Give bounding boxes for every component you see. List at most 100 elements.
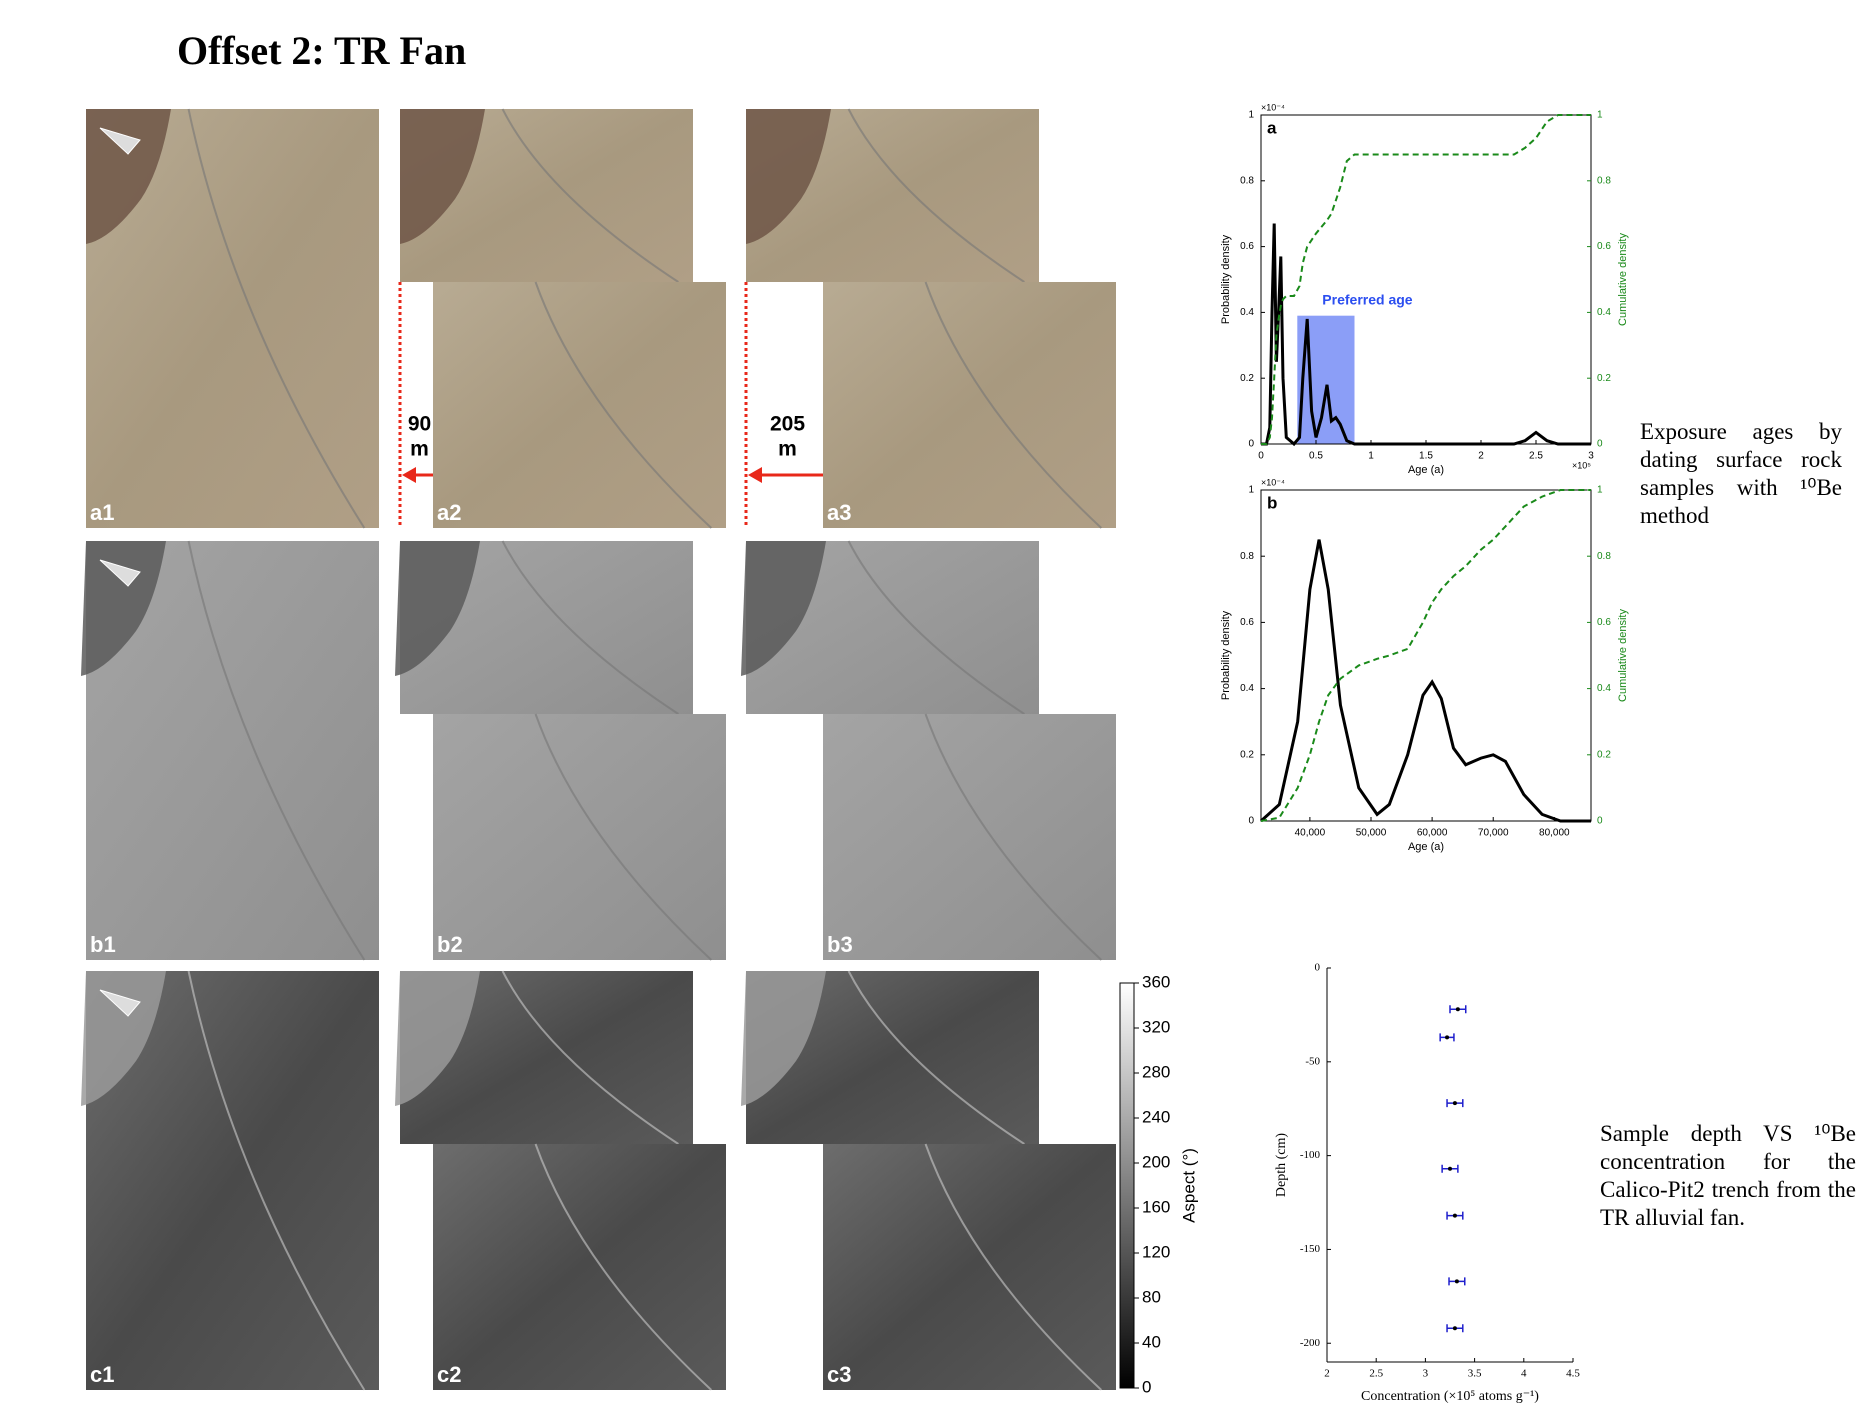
image-panel (433, 714, 726, 960)
x-tick-label: 1 (1368, 451, 1374, 462)
north-arrow (99, 559, 141, 587)
x-tick-label: 2 (1324, 1368, 1330, 1380)
y2-tick-label: 0.6 (1597, 617, 1611, 628)
panel-label: a2 (437, 500, 461, 525)
caption: Exposure ages by dating surface rock sam… (1640, 419, 1842, 528)
panel-label: a3 (827, 500, 851, 525)
arrow-head (402, 467, 416, 483)
y-tick-label: 0.4 (1240, 307, 1254, 318)
region-label: Preferred age (1322, 291, 1412, 307)
y2-tick-label: 0 (1597, 439, 1603, 450)
arrow-head (748, 467, 762, 483)
x-tick-label: 0 (1258, 451, 1264, 462)
panel-label: a1 (90, 500, 114, 525)
x-tick-label: 2.5 (1529, 451, 1543, 462)
tick-label: 360 (1142, 972, 1170, 991)
data-point (1452, 1213, 1457, 1218)
colorbar-label: Aspect (°) (1179, 1148, 1198, 1223)
hill (81, 541, 166, 676)
x-tick-label: 70,000 (1478, 828, 1509, 839)
y-tick-label: 0 (1248, 816, 1254, 827)
x-axis-label: Concentration (×10⁵ atoms g⁻¹) (1361, 1389, 1539, 1404)
panel-label: b3 (827, 932, 853, 957)
x-axis-label: Age (a) (1408, 841, 1444, 853)
y-multiplier: ×10⁻⁴ (1261, 102, 1285, 112)
y2-tick-label: 0.2 (1597, 749, 1611, 760)
tick-label: 160 (1142, 1197, 1170, 1216)
y-tick-label: -100 (1300, 1149, 1321, 1161)
tick-label: 200 (1142, 1152, 1170, 1171)
x-tick-label: 60,000 (1417, 828, 1448, 839)
x-tick-label: 0.5 (1309, 451, 1323, 462)
hill (81, 971, 166, 1106)
ridge-line (847, 108, 1025, 283)
y-tick-label: 0.4 (1240, 683, 1254, 694)
tick-label: 80 (1142, 1287, 1161, 1306)
hill (86, 109, 171, 244)
y2-tick-label: 0.6 (1597, 241, 1611, 252)
x-tick-label: 40,000 (1295, 828, 1326, 839)
hill (746, 109, 831, 244)
colorbar (1119, 982, 1135, 1389)
offset-distance: 205 (770, 413, 805, 436)
y2-tick-label: 0 (1597, 816, 1603, 827)
x-tick-label: 4 (1521, 1368, 1527, 1380)
data-point (1452, 1326, 1457, 1331)
ridge-line (534, 1143, 713, 1391)
ridge-line (924, 1143, 1103, 1391)
ridge-line (534, 713, 713, 961)
x-tick-label: 3.5 (1468, 1368, 1482, 1380)
tick-label: 280 (1142, 1062, 1170, 1081)
y-tick-label: 0.6 (1240, 241, 1254, 252)
offset-unit: m (410, 438, 429, 461)
panel-letter: a (1267, 118, 1277, 137)
tick-label: 120 (1142, 1242, 1170, 1261)
series-line (1261, 114, 1591, 445)
ridge-line (187, 970, 366, 1391)
tick-label: 240 (1142, 1107, 1170, 1126)
data-point (1455, 1007, 1460, 1012)
panel-letter: b (1267, 493, 1277, 512)
north-arrow (99, 127, 141, 155)
hill (741, 971, 826, 1106)
ridge-line (501, 540, 679, 715)
panel-label: c3 (827, 1362, 851, 1387)
y-tick-label: 0.2 (1240, 373, 1254, 384)
y2-tick-label: 1 (1597, 485, 1603, 496)
ridge-line (187, 108, 366, 529)
north-arrow (99, 989, 141, 1017)
x-tick-label: 2 (1478, 451, 1484, 462)
y-tick-label: 0.8 (1240, 551, 1254, 562)
offset-distance: 90 (408, 413, 431, 436)
ridge-line (187, 540, 366, 961)
y-multiplier: ×10⁻⁴ (1261, 477, 1285, 487)
ridge-line (924, 713, 1103, 961)
x-multiplier: ×10⁵ (1572, 460, 1591, 470)
ridge-line (924, 281, 1103, 529)
y2-axis-label: Cumulative density (1617, 609, 1629, 702)
y-tick-label: 0 (1248, 439, 1254, 450)
x-tick-label: 50,000 (1356, 828, 1387, 839)
caption: Sample depth VS ¹⁰Be concentration for t… (1600, 1121, 1856, 1230)
y-tick-label: -50 (1305, 1055, 1320, 1067)
image-panel (823, 282, 1116, 528)
y2-axis-label: Cumulative density (1617, 233, 1629, 326)
y-tick-label: 0.6 (1240, 617, 1254, 628)
hill (400, 109, 485, 244)
x-axis-label: Age (a) (1408, 464, 1444, 476)
ridge-line (501, 970, 679, 1145)
x-tick-label: 4.5 (1566, 1368, 1580, 1380)
tick-label: 320 (1142, 1017, 1170, 1036)
y-tick-label: 0.8 (1240, 175, 1254, 186)
y-tick-label: -150 (1300, 1243, 1321, 1255)
y-tick-label: 1 (1248, 110, 1254, 121)
series-line (1259, 539, 1591, 823)
x-tick-label: 2.5 (1369, 1368, 1383, 1380)
image-panel (433, 282, 726, 528)
panel-label: c2 (437, 1362, 461, 1387)
y2-tick-label: 0.4 (1597, 307, 1611, 318)
x-tick-label: 3 (1588, 451, 1594, 462)
hill (741, 541, 826, 676)
